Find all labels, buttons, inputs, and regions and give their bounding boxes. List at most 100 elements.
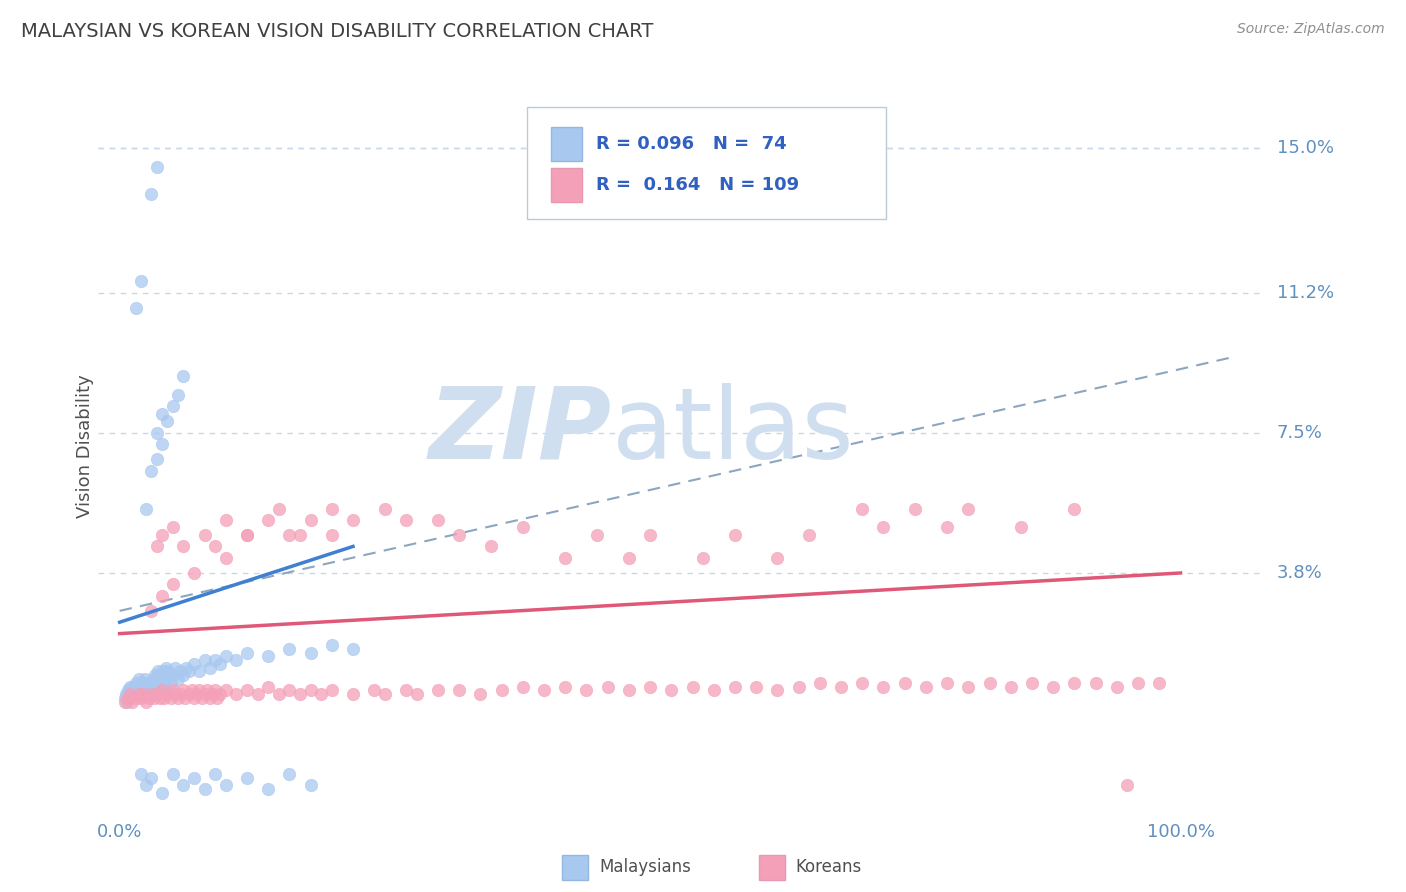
Text: Source: ZipAtlas.com: Source: ZipAtlas.com bbox=[1237, 22, 1385, 37]
Point bbox=[267, 501, 290, 516]
Point bbox=[533, 683, 555, 698]
Point bbox=[135, 695, 157, 709]
Point bbox=[141, 604, 163, 618]
Text: 15.0%: 15.0% bbox=[1277, 139, 1333, 158]
Point bbox=[638, 680, 661, 694]
Point bbox=[893, 676, 915, 690]
Text: MALAYSIAN VS KOREAN VISION DISABILITY CORRELATION CHART: MALAYSIAN VS KOREAN VISION DISABILITY CO… bbox=[21, 22, 654, 41]
Point bbox=[1149, 676, 1171, 690]
Point bbox=[512, 680, 534, 694]
Point bbox=[830, 680, 852, 694]
Point bbox=[124, 676, 146, 690]
Point bbox=[122, 680, 145, 694]
Point bbox=[236, 646, 259, 660]
Point bbox=[150, 407, 173, 421]
Point bbox=[957, 501, 980, 516]
Point bbox=[575, 683, 598, 698]
Point bbox=[117, 683, 139, 698]
Point bbox=[159, 676, 181, 690]
Point bbox=[957, 680, 980, 694]
Point bbox=[198, 691, 221, 706]
Point bbox=[155, 661, 177, 675]
Point bbox=[257, 513, 280, 527]
Point bbox=[135, 683, 157, 698]
Point bbox=[128, 687, 150, 701]
Point bbox=[183, 657, 205, 671]
Point bbox=[115, 687, 138, 701]
Point bbox=[299, 778, 322, 792]
Point bbox=[491, 683, 513, 698]
Point bbox=[554, 680, 576, 694]
Point bbox=[682, 680, 704, 694]
Point bbox=[638, 528, 661, 542]
Point bbox=[120, 680, 142, 694]
Point bbox=[342, 513, 364, 527]
Point bbox=[150, 672, 173, 686]
Point bbox=[156, 687, 179, 701]
Point bbox=[799, 528, 821, 542]
Point bbox=[188, 665, 211, 679]
Point bbox=[150, 589, 173, 603]
Text: 11.2%: 11.2% bbox=[1277, 284, 1334, 301]
Point bbox=[124, 301, 146, 315]
Point bbox=[204, 767, 226, 781]
Point bbox=[148, 676, 170, 690]
Text: atlas: atlas bbox=[612, 383, 853, 480]
Point bbox=[127, 683, 149, 698]
Point bbox=[872, 680, 894, 694]
Point bbox=[146, 540, 169, 554]
Point bbox=[129, 687, 152, 701]
Point bbox=[117, 691, 139, 706]
Point bbox=[1063, 501, 1085, 516]
Point bbox=[236, 528, 259, 542]
Point bbox=[121, 687, 143, 701]
Point bbox=[936, 676, 959, 690]
Point bbox=[193, 528, 215, 542]
Point bbox=[1084, 676, 1107, 690]
Point bbox=[150, 680, 173, 694]
Point bbox=[118, 691, 141, 706]
Point bbox=[163, 661, 186, 675]
Point bbox=[120, 687, 142, 701]
Point bbox=[135, 778, 157, 792]
Point bbox=[167, 388, 190, 402]
Point bbox=[131, 683, 153, 698]
Point bbox=[152, 665, 174, 679]
Point bbox=[125, 680, 148, 694]
Y-axis label: Vision Disability: Vision Disability bbox=[76, 374, 94, 518]
Point bbox=[278, 683, 301, 698]
Point bbox=[596, 680, 619, 694]
Point bbox=[512, 520, 534, 534]
Point bbox=[257, 782, 280, 797]
Point bbox=[162, 520, 184, 534]
Point bbox=[162, 683, 184, 698]
Point bbox=[183, 691, 205, 706]
Point bbox=[342, 687, 364, 701]
Point bbox=[766, 550, 789, 565]
Point bbox=[204, 653, 226, 667]
Point bbox=[128, 680, 150, 694]
Point bbox=[724, 680, 747, 694]
Point bbox=[191, 691, 214, 706]
Point bbox=[129, 676, 152, 690]
Point bbox=[1010, 520, 1032, 534]
Point bbox=[267, 687, 290, 701]
Point bbox=[172, 540, 194, 554]
Point bbox=[157, 665, 180, 679]
Point bbox=[215, 683, 238, 698]
Point bbox=[141, 464, 163, 478]
Point bbox=[155, 668, 177, 682]
Point bbox=[180, 683, 202, 698]
Point bbox=[167, 691, 190, 706]
Point bbox=[172, 368, 194, 383]
Point bbox=[374, 687, 396, 701]
Point bbox=[479, 540, 502, 554]
Point bbox=[170, 687, 193, 701]
Point bbox=[278, 528, 301, 542]
Point bbox=[153, 676, 176, 690]
Point bbox=[129, 691, 152, 706]
Point bbox=[204, 540, 226, 554]
Point bbox=[395, 683, 418, 698]
Point bbox=[193, 782, 215, 797]
Point bbox=[724, 528, 747, 542]
